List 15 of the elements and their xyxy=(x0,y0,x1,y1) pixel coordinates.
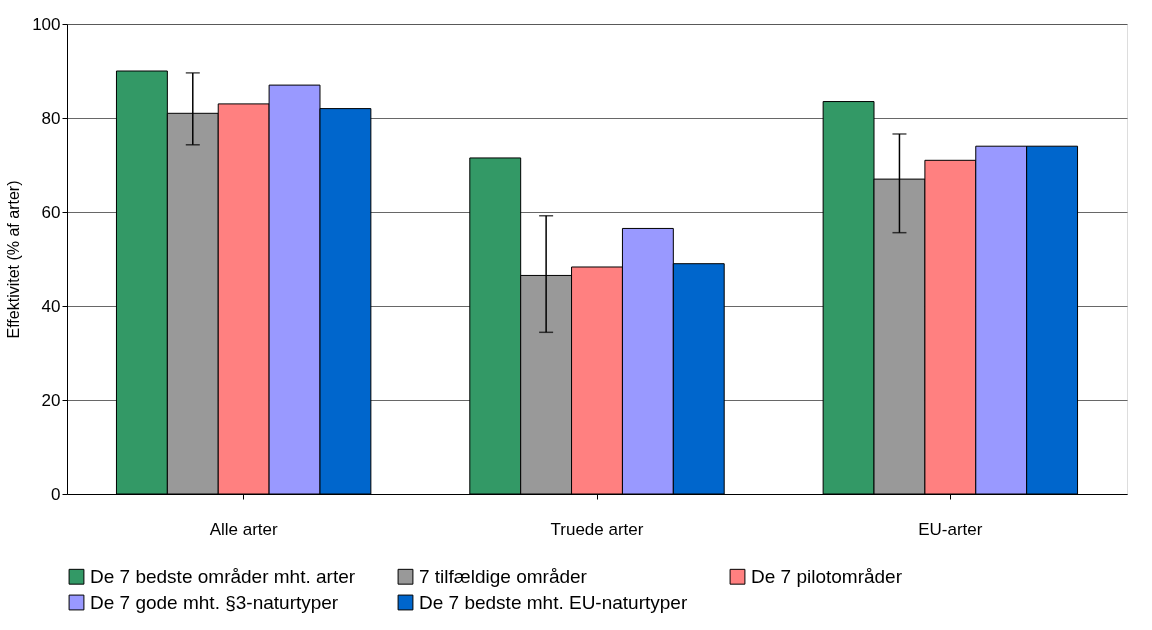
x-tick-label: Truede arter xyxy=(550,519,644,539)
y-tick-label: 60 xyxy=(41,202,61,222)
legend-label: 7 tilfældige områder xyxy=(419,565,588,587)
y-tick-label: 100 xyxy=(32,14,61,34)
y-tick-label: 0 xyxy=(51,484,61,504)
x-tick-label: Alle arter xyxy=(209,519,279,539)
y-tick-label: 20 xyxy=(41,390,61,410)
y-tick-label: 80 xyxy=(41,108,61,128)
legend-label: De 7 bedste områder mht. arter xyxy=(90,565,356,587)
x-tick-label: EU-arter xyxy=(918,519,983,539)
legend-label: De 7 pilotområder xyxy=(751,565,903,587)
legend-label: De 7 bedste mht. EU-naturtyper xyxy=(419,591,688,613)
y-tick-label: 40 xyxy=(41,296,61,316)
legend-label: De 7 gode mht. §3-naturtyper xyxy=(90,591,339,613)
y-axis-title: Effektivitet (% af arter) xyxy=(5,180,23,339)
